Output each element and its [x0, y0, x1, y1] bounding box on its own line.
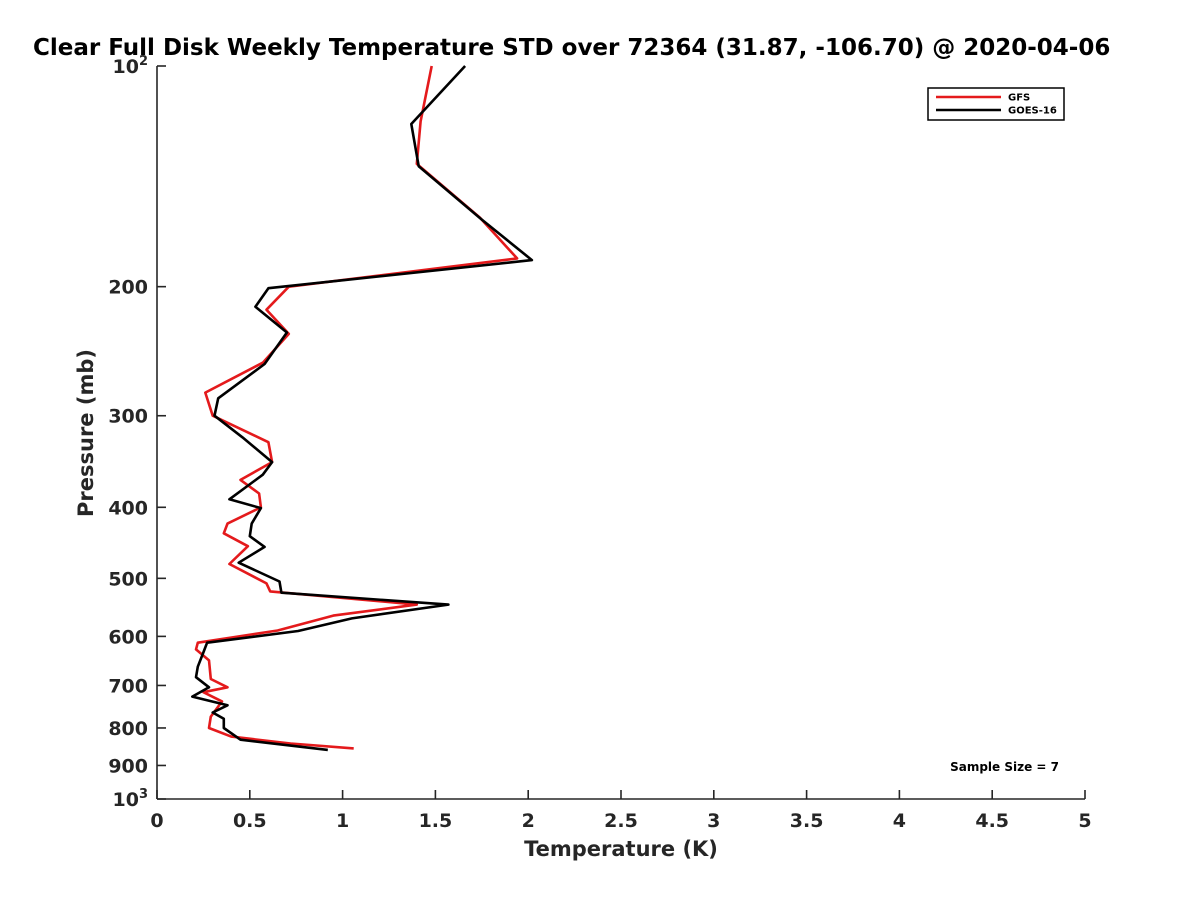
y-tick-label: 800: [108, 718, 148, 740]
axes: 0 0.5 1 1.5 2 2.5 3 3.5 4 4.5 5 102 200 300 400 500 600 7…: [108, 54, 1091, 832]
x-tick-label: 4.5: [975, 810, 1009, 832]
y-tick-label: 300: [108, 406, 148, 428]
x-tick-label: 4: [893, 810, 906, 832]
x-tick-label: 3.5: [790, 810, 824, 832]
y-tick-label: 500: [108, 568, 148, 590]
legend-label: GOES-16: [1008, 106, 1057, 117]
x-tick-label: 1: [336, 810, 349, 832]
legend-box: [927, 87, 1065, 121]
y-tick-label: 900: [108, 755, 148, 777]
sample-size-annotation: Sample Size = 7: [950, 760, 1059, 774]
series-line-gfs: [194, 65, 519, 750]
x-tick-label: 0: [150, 810, 163, 832]
y-tick-label: 400: [108, 497, 148, 519]
x-axis-label: Temperature (K): [524, 837, 718, 861]
x-tick-label: 5: [1078, 810, 1091, 832]
plot-lines: [191, 65, 534, 752]
y-axis-label: Pressure (mb): [74, 349, 98, 517]
legend-label: GFS: [1008, 93, 1030, 104]
chart-title: Clear Full Disk Weekly Temperature STD o…: [33, 35, 1110, 61]
series-line-goes-16: [191, 65, 534, 752]
x-tick-label: 2.5: [604, 810, 638, 832]
y-tick-label: 103: [113, 787, 149, 811]
x-tick-label: 1.5: [419, 810, 453, 832]
y-tick-label: 200: [108, 277, 148, 299]
x-tick-label: 2: [522, 810, 535, 832]
x-tick-label: 3: [707, 810, 720, 832]
y-tick-label: 700: [108, 675, 148, 697]
y-tick-label: 102: [113, 54, 149, 78]
y-tick-label: 600: [108, 626, 148, 648]
legend: GFS GOES-16: [927, 87, 1065, 121]
x-tick-label: 0.5: [233, 810, 267, 832]
